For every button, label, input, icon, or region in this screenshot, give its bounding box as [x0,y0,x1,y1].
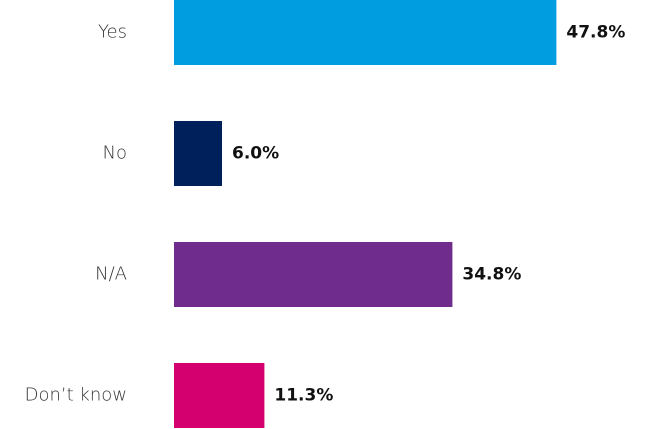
bar [174,0,557,65]
category-label: No [103,143,127,164]
value-label: 34.8% [462,265,521,285]
category-label: Don’t know [25,385,127,406]
bar [174,242,453,307]
value-label: 47.8% [566,23,625,43]
bar [174,363,265,428]
value-label: 11.3% [274,386,333,406]
category-label: N/A [95,264,127,285]
value-label: 6.0% [232,144,279,164]
category-label: Yes [98,22,127,43]
bar [174,121,222,186]
